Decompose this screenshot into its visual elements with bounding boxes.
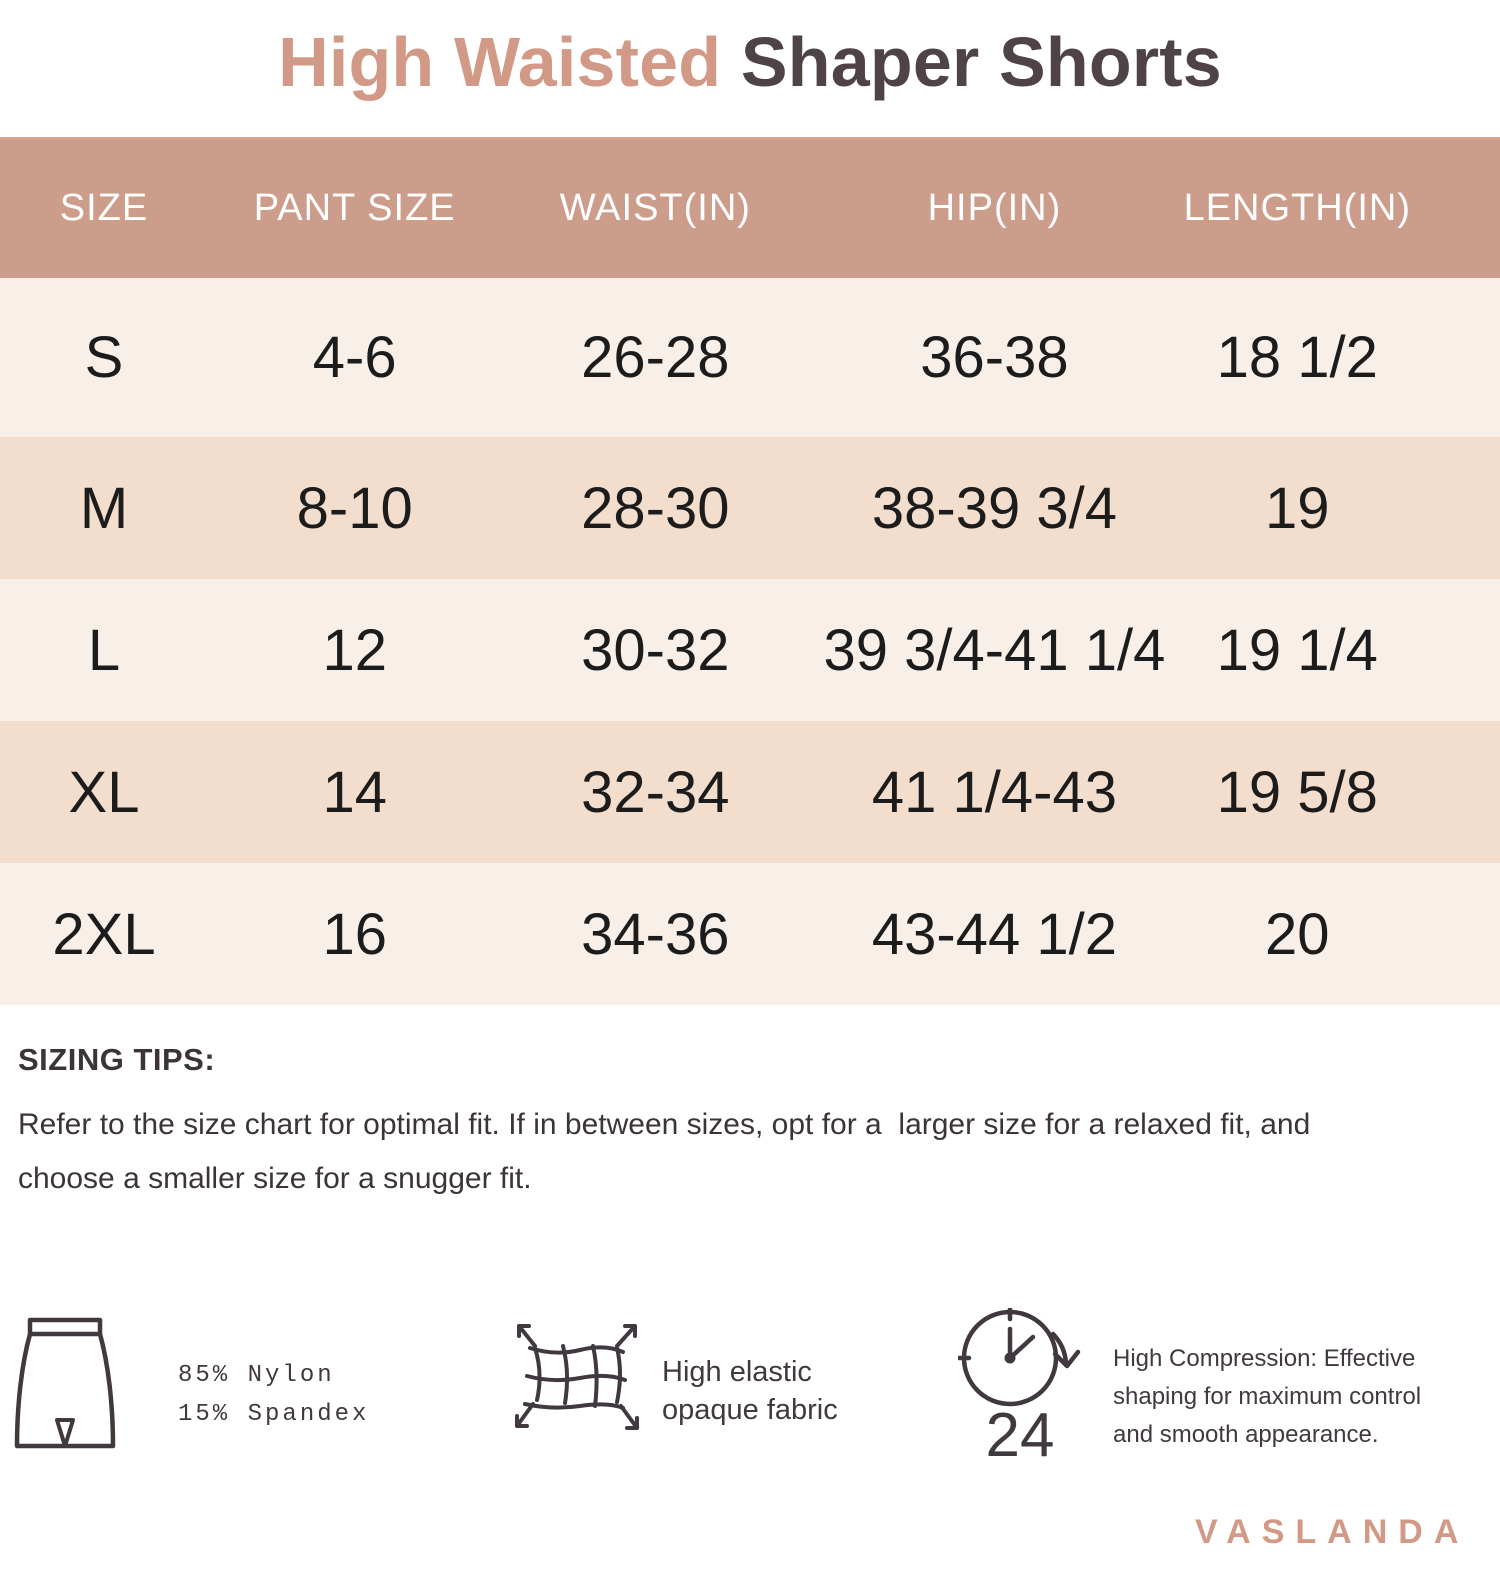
svg-text:24: 24 [986, 1401, 1055, 1463]
